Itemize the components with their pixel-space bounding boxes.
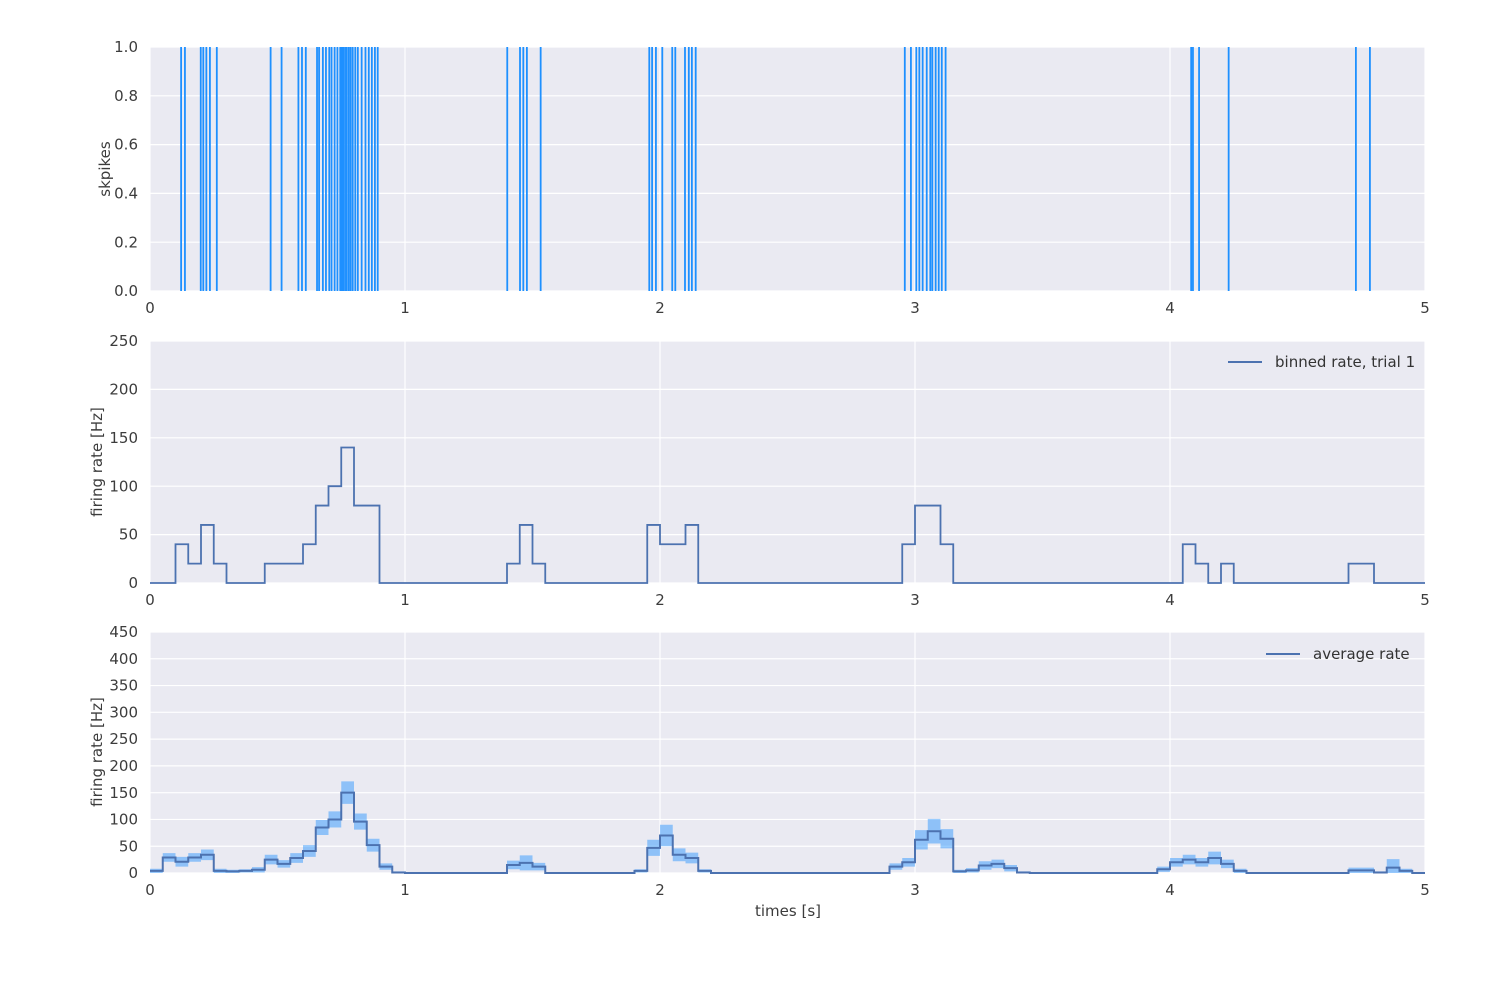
tick-label: 0 bbox=[145, 299, 155, 317]
axes-background bbox=[150, 632, 1425, 873]
tick-label: 350 bbox=[109, 677, 138, 695]
tick-label: 3 bbox=[910, 881, 920, 899]
tick-label: 200 bbox=[109, 757, 138, 775]
tick-label: 4 bbox=[1165, 591, 1175, 609]
x-axis-label: times [s] bbox=[755, 902, 821, 920]
tick-label: 0.6 bbox=[114, 136, 138, 154]
tick-label: 5 bbox=[1420, 591, 1430, 609]
tick-label: 100 bbox=[109, 811, 138, 829]
tick-label: 5 bbox=[1420, 299, 1430, 317]
tick-label: 0 bbox=[145, 591, 155, 609]
tick-label: 50 bbox=[119, 837, 138, 855]
binned-rate-ylabel: firing rate [Hz] bbox=[88, 407, 106, 517]
tick-label: 250 bbox=[109, 730, 138, 748]
tick-label: 0 bbox=[128, 574, 138, 592]
average-rate-plot: 0 50 100 150 200 250 300 350 400 450 0 1 2 3 4 5 bbox=[109, 623, 1429, 899]
raster-plot: 0.0 0.2 0.4 0.6 0.8 1.0 0 1 2 3 4 5 bbox=[114, 38, 1430, 317]
tick-label: 450 bbox=[109, 623, 138, 641]
tick-label: 1.0 bbox=[114, 38, 138, 56]
average-rate-ylabel: firing rate [Hz] bbox=[88, 697, 106, 807]
binned-rate-line bbox=[150, 446, 1425, 584]
tick-label: 50 bbox=[119, 526, 138, 544]
tick-label: 1 bbox=[400, 591, 410, 609]
legend-line-swatch bbox=[1266, 653, 1300, 655]
tick-label: 400 bbox=[109, 650, 138, 668]
tick-label: 150 bbox=[109, 784, 138, 802]
axes-background bbox=[150, 341, 1425, 583]
legend-average-rate: average rate bbox=[1266, 645, 1410, 663]
tick-label: 2 bbox=[655, 591, 665, 609]
tick-label: 5 bbox=[1420, 881, 1430, 899]
tick-label: 3 bbox=[910, 591, 920, 609]
legend-binned-rate: binned rate, trial 1 bbox=[1228, 353, 1415, 371]
tick-label: 100 bbox=[109, 477, 138, 495]
raster-ylabel: skpikes bbox=[96, 141, 114, 197]
tick-label: 2 bbox=[655, 881, 665, 899]
tick-label: 3 bbox=[910, 299, 920, 317]
tick-label: 250 bbox=[109, 332, 138, 350]
binned-rate-plot: 0 50 100 150 200 250 0 1 2 3 4 5 bbox=[109, 332, 1429, 609]
tick-label: 0.4 bbox=[114, 185, 138, 203]
tick-label: 1 bbox=[400, 881, 410, 899]
tick-label: 4 bbox=[1165, 299, 1175, 317]
tick-label: 0 bbox=[128, 864, 138, 882]
legend-label: average rate bbox=[1313, 645, 1410, 663]
tick-label: 300 bbox=[109, 703, 138, 721]
tick-label: 4 bbox=[1165, 881, 1175, 899]
legend-line-swatch bbox=[1228, 361, 1262, 363]
legend-label: binned rate, trial 1 bbox=[1275, 353, 1416, 371]
tick-label: 0.2 bbox=[114, 233, 138, 251]
tick-label: 0 bbox=[145, 881, 155, 899]
tick-label: 1 bbox=[400, 299, 410, 317]
tick-label: 0.8 bbox=[114, 87, 138, 105]
tick-label: 0.0 bbox=[114, 282, 138, 300]
tick-label: 200 bbox=[109, 381, 138, 399]
tick-label: 150 bbox=[109, 429, 138, 447]
average-rate-line bbox=[150, 791, 1425, 874]
tick-label: 2 bbox=[655, 299, 665, 317]
